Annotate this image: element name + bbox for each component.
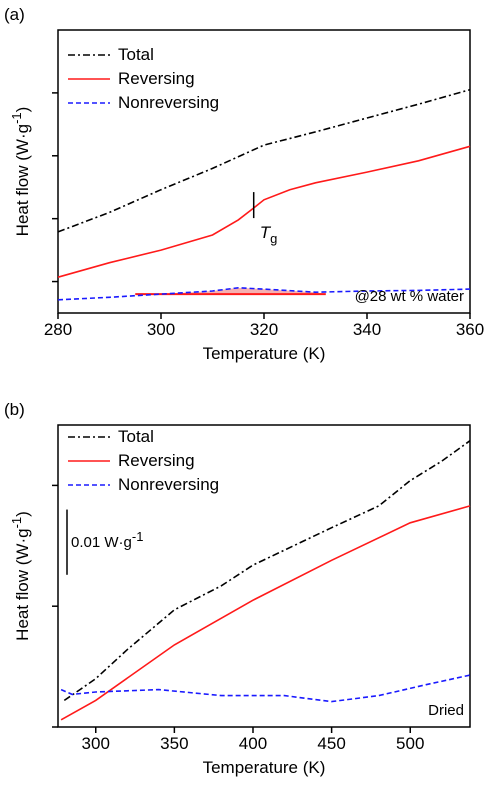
legend-label: Total [118, 427, 154, 446]
y-label-sup: -1 [9, 517, 24, 529]
x-tick-label: 300 [147, 320, 175, 339]
x-tick-label: 350 [160, 734, 188, 753]
annotation: @28 wt % water [355, 288, 464, 305]
legend-label: Nonreversing [118, 93, 219, 112]
y-axis-label: Heat flow (W·g-1) [9, 511, 32, 641]
series-line [57, 145, 471, 278]
legend-label: Reversing [118, 451, 195, 470]
x-tick-label: 300 [82, 734, 110, 753]
tg-label: Tg [260, 223, 278, 246]
series-line [63, 440, 471, 702]
x-tick-label: 360 [456, 320, 484, 339]
series-line [60, 674, 471, 703]
series-line [57, 88, 471, 233]
x-axis-label: Temperature (K) [203, 758, 326, 777]
scale-bar-label: 0.01 W·g-1 [71, 529, 143, 551]
x-tick-label: 320 [250, 320, 278, 339]
legend-label: Total [118, 45, 154, 64]
series-line [57, 286, 471, 301]
x-tick-label: 400 [239, 734, 267, 753]
x-tick-label: 340 [353, 320, 381, 339]
legend-label: Nonreversing [118, 475, 219, 494]
x-tick-label: 450 [317, 734, 345, 753]
tg-label-main: T [260, 223, 272, 242]
shaded-area [135, 287, 326, 295]
y-label-end: ) [13, 107, 32, 113]
y-label-sup: -1 [9, 112, 24, 124]
x-tick-label: 280 [44, 320, 72, 339]
panel-label: (a) [4, 5, 25, 24]
y-axis-label: Heat flow (W·g-1) [9, 107, 32, 237]
panel-label: (b) [4, 400, 25, 419]
y-label-text: Heat flow (W·g [13, 528, 32, 640]
scale-label-text: 0.01 W·g [71, 534, 132, 551]
x-axis-label: Temperature (K) [203, 344, 326, 363]
annotation: Dried [428, 702, 464, 719]
y-label-end: ) [13, 511, 32, 517]
series-line [60, 505, 471, 721]
legend-label: Reversing [118, 69, 195, 88]
y-label-text: Heat flow (W·g [13, 124, 32, 236]
tg-label-sub: g [270, 231, 277, 246]
plot-frame [57, 424, 471, 728]
x-tick-label: 500 [396, 734, 424, 753]
scale-label-sup: -1 [132, 529, 144, 544]
